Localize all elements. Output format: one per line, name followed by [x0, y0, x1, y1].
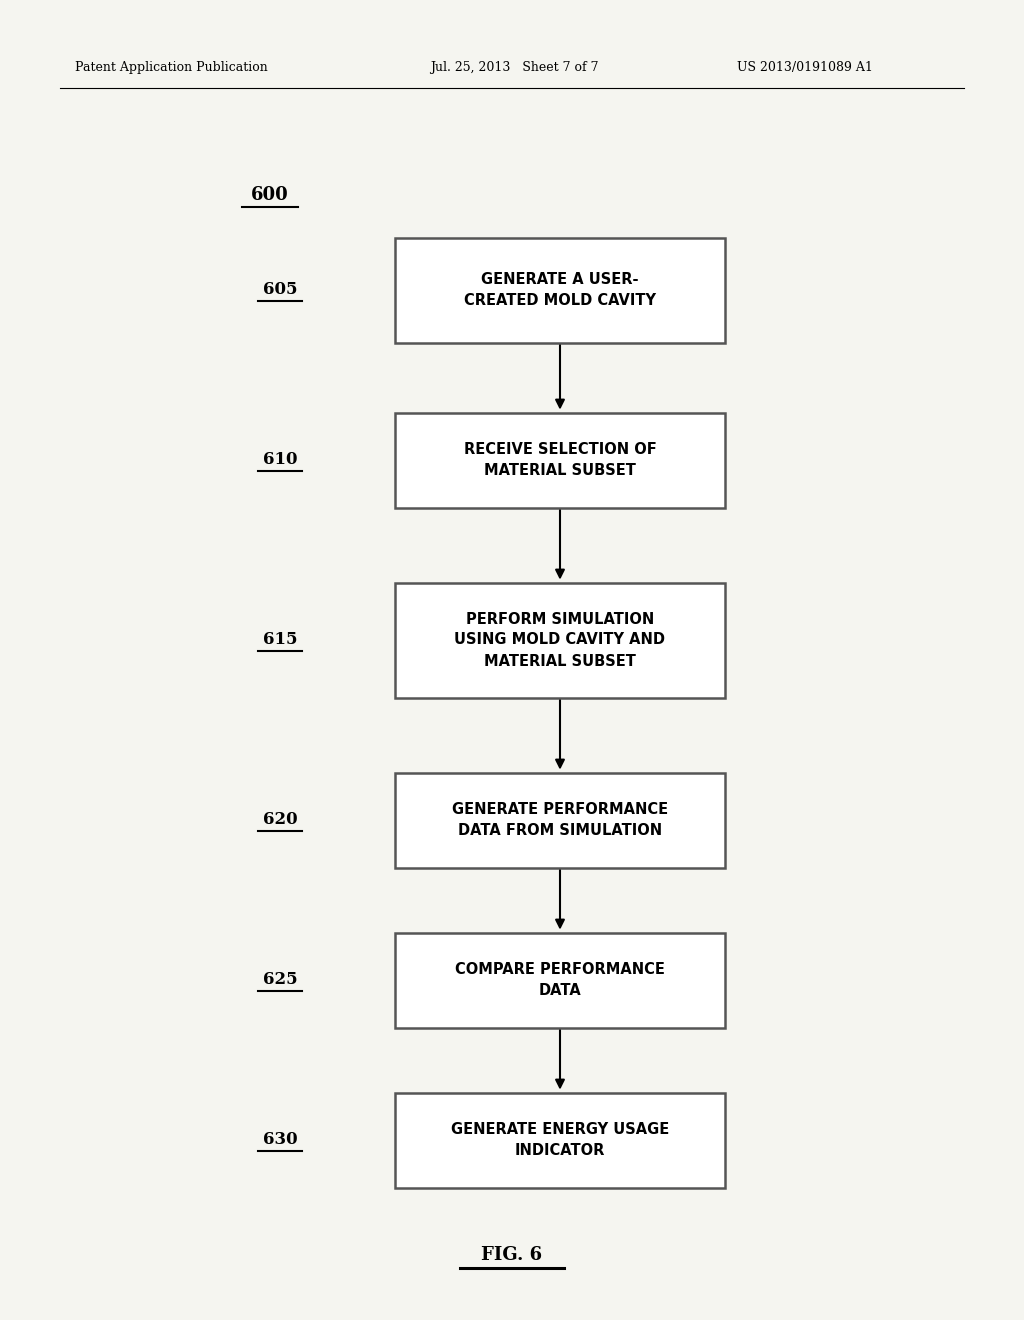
Bar [395, 582, 725, 697]
Text: Patent Application Publication: Patent Application Publication [75, 62, 267, 74]
Text: 630: 630 [263, 1131, 297, 1148]
Text: 600: 600 [251, 186, 289, 205]
Text: RECEIVE SELECTION OF
MATERIAL SUBSET: RECEIVE SELECTION OF MATERIAL SUBSET [464, 442, 656, 478]
Text: GENERATE PERFORMANCE
DATA FROM SIMULATION: GENERATE PERFORMANCE DATA FROM SIMULATIO… [452, 803, 668, 838]
Text: GENERATE A USER-
CREATED MOLD CAVITY: GENERATE A USER- CREATED MOLD CAVITY [464, 272, 656, 308]
Text: US 2013/0191089 A1: US 2013/0191089 A1 [737, 62, 873, 74]
Text: 610: 610 [263, 451, 297, 469]
Text: Jul. 25, 2013   Sheet 7 of 7: Jul. 25, 2013 Sheet 7 of 7 [430, 62, 599, 74]
Bar [395, 412, 725, 507]
Text: GENERATE ENERGY USAGE
INDICATOR: GENERATE ENERGY USAGE INDICATOR [451, 1122, 669, 1158]
Text: 625: 625 [263, 972, 297, 989]
Text: 605: 605 [263, 281, 297, 298]
Text: 615: 615 [263, 631, 297, 648]
Bar [395, 238, 725, 342]
Text: FIG. 6: FIG. 6 [481, 1246, 543, 1265]
Bar [395, 772, 725, 867]
Bar [395, 1093, 725, 1188]
Text: COMPARE PERFORMANCE
DATA: COMPARE PERFORMANCE DATA [455, 962, 665, 998]
Text: 620: 620 [263, 812, 297, 829]
Text: PERFORM SIMULATION
USING MOLD CAVITY AND
MATERIAL SUBSET: PERFORM SIMULATION USING MOLD CAVITY AND… [455, 611, 666, 668]
Bar [395, 932, 725, 1027]
